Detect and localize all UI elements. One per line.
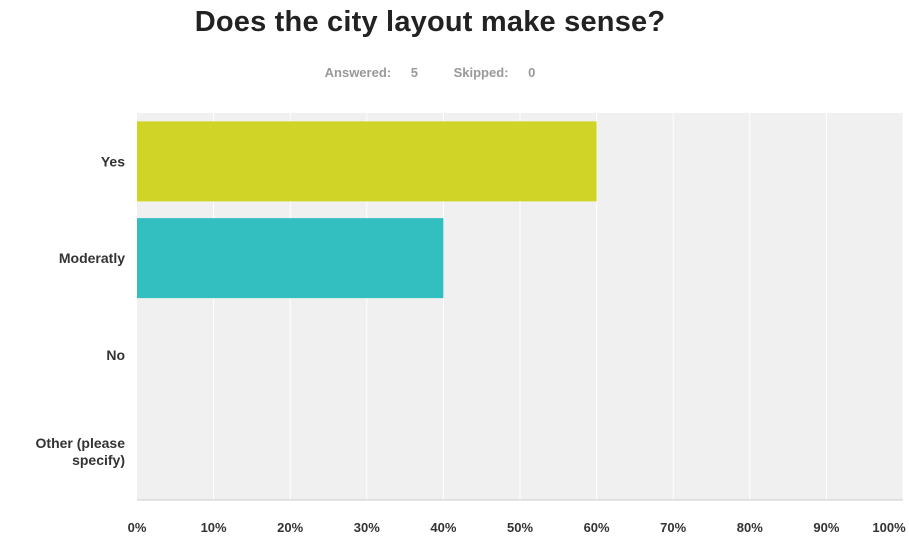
x-tick-label: 20%: [277, 520, 303, 535]
x-tick-label: 40%: [430, 520, 456, 535]
response-summary: Answered: 5 Skipped: 0: [0, 65, 860, 80]
answered-value: 5: [410, 65, 418, 80]
answered-label: Answered:: [324, 65, 392, 80]
x-tick-label: 30%: [354, 520, 380, 535]
x-axis-ticks: 0% 10% 20% 30% 40% 50% 60% 70% 80% 90% 100%: [128, 520, 906, 535]
category-label: No: [106, 347, 125, 363]
skipped-count: Skipped: 0: [446, 65, 544, 80]
category-label: Moderatly: [59, 250, 125, 266]
category-label: Yes: [101, 153, 125, 169]
category-label: specify): [72, 452, 125, 468]
bars: [137, 121, 597, 299]
x-tick-label: 70%: [660, 520, 686, 535]
skipped-value: 0: [528, 65, 536, 80]
x-tick-label: 80%: [737, 520, 763, 535]
chart-title: Does the city layout make sense?: [194, 6, 666, 38]
skipped-label: Skipped:: [453, 65, 509, 80]
bar[interactable]: [137, 218, 444, 299]
category-label: Other (please: [36, 435, 126, 451]
x-tick-label: 10%: [201, 520, 227, 535]
x-tick-label: 50%: [507, 520, 533, 535]
x-tick-label: 0%: [128, 520, 147, 535]
x-tick-label: 90%: [813, 520, 839, 535]
bar[interactable]: [137, 121, 597, 202]
x-tick-label: 100%: [872, 520, 906, 535]
x-tick-label: 60%: [584, 520, 610, 535]
answered-count: Answered: 5: [317, 65, 426, 80]
